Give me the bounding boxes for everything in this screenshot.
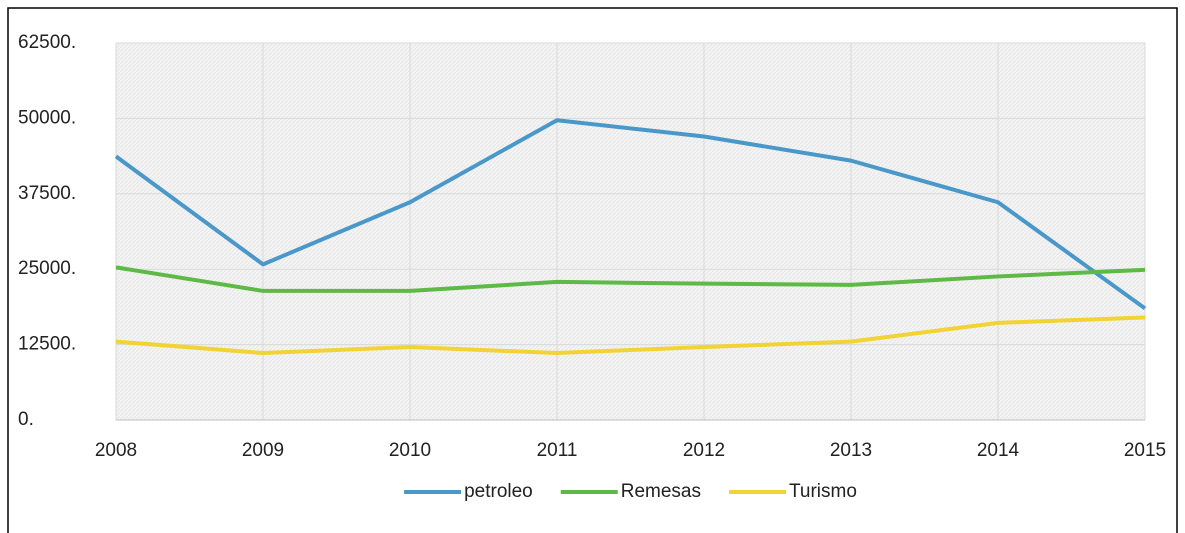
series-line bbox=[115, 265, 1146, 293]
legend-label: Turismo bbox=[789, 481, 857, 502]
series-line bbox=[114, 118, 1147, 311]
x-tick-label: 2013 bbox=[830, 440, 872, 461]
x-tick-label: 2012 bbox=[683, 440, 725, 461]
y-tick-label: 12500. bbox=[18, 334, 76, 355]
frame bbox=[7, 7, 1178, 533]
x-tick-label: 2009 bbox=[242, 440, 284, 461]
y-tick-label: 50000. bbox=[18, 107, 76, 128]
x-tick-label: 2015 bbox=[1124, 440, 1166, 461]
x-tick-label: 2010 bbox=[389, 440, 431, 461]
series-line bbox=[115, 315, 1146, 356]
x-tick-label: 2008 bbox=[95, 440, 137, 461]
x-tick-label: 2014 bbox=[977, 440, 1020, 461]
y-tick-label: 25000. bbox=[18, 258, 76, 279]
legend-label: Remesas bbox=[621, 481, 701, 502]
plot-area bbox=[116, 43, 1145, 420]
y-tick-label: 62500. bbox=[18, 32, 76, 53]
y-tick-label: 0. bbox=[18, 409, 34, 430]
x-tick-label: 2011 bbox=[537, 440, 578, 461]
legend-label: petroleo bbox=[464, 481, 533, 502]
y-tick-label: 37500. bbox=[18, 183, 76, 204]
